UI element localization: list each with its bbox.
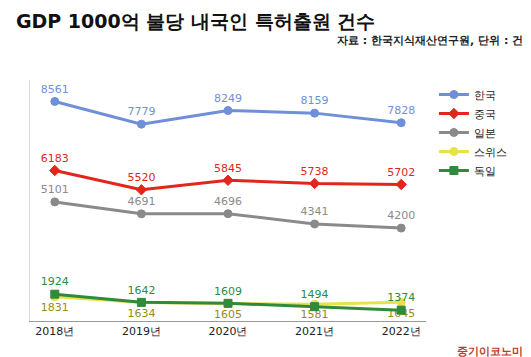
svg-text:1634: 1634: [127, 307, 155, 320]
svg-text:1581: 1581: [301, 308, 329, 321]
svg-text:자료 : 한국지식재산연구원, 단위 : 건: 자료 : 한국지식재산연구원, 단위 : 건: [337, 34, 523, 47]
svg-text:1494: 1494: [301, 288, 329, 301]
svg-text:독일: 독일: [474, 165, 496, 178]
svg-text:2021년: 2021년: [295, 325, 334, 338]
svg-text:1645: 1645: [387, 307, 415, 320]
svg-text:6183: 6183: [41, 152, 69, 165]
svg-text:4200: 4200: [387, 209, 415, 222]
svg-text:GDP 1000억 불당 내국인 특허출원 건수: GDP 1000억 불당 내국인 특허출원 건수: [16, 10, 375, 32]
svg-text:4691: 4691: [127, 195, 155, 208]
svg-text:8249: 8249: [214, 92, 242, 105]
svg-text:1831: 1831: [41, 301, 69, 314]
svg-text:5101: 5101: [41, 183, 69, 196]
svg-text:8159: 8159: [301, 94, 329, 107]
svg-text:한국: 한국: [474, 89, 496, 102]
svg-text:스위스: 스위스: [474, 146, 507, 159]
svg-text:5520: 5520: [127, 171, 155, 184]
svg-text:7828: 7828: [387, 104, 415, 117]
svg-text:7779: 7779: [127, 105, 155, 118]
svg-text:중국: 중국: [474, 108, 496, 121]
svg-text:1609: 1609: [214, 285, 242, 298]
svg-text:5702: 5702: [387, 166, 415, 179]
svg-text:8561: 8561: [41, 83, 69, 96]
svg-text:1642: 1642: [127, 284, 155, 297]
svg-text:5738: 5738: [301, 165, 329, 178]
svg-text:1374: 1374: [387, 291, 415, 304]
svg-text:4696: 4696: [214, 195, 242, 208]
svg-text:5845: 5845: [214, 162, 242, 175]
svg-text:4341: 4341: [301, 205, 329, 218]
svg-text:2019년: 2019년: [122, 325, 161, 338]
svg-text:일본: 일본: [474, 127, 496, 140]
svg-text:중기이코노미: 중기이코노미: [457, 345, 523, 357]
svg-text:2020년: 2020년: [209, 325, 248, 338]
svg-text:2018년: 2018년: [35, 325, 74, 338]
svg-text:1924: 1924: [41, 275, 69, 288]
svg-text:1605: 1605: [214, 308, 242, 321]
svg-text:2022년: 2022년: [382, 325, 421, 338]
